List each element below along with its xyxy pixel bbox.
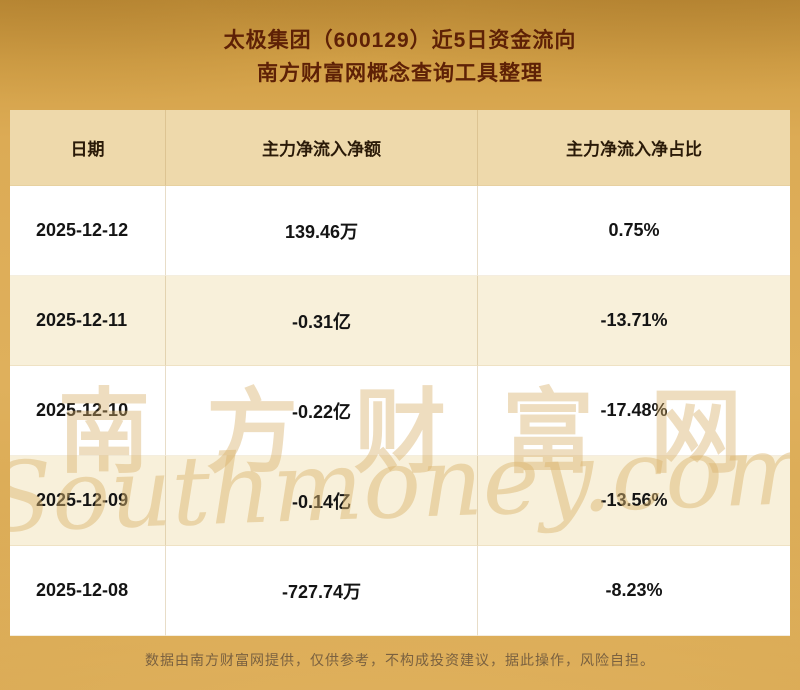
table-row: 2025-12-09 -0.14亿 -13.56%	[10, 456, 790, 546]
column-header-net-inflow: 主力净流入净额	[166, 110, 478, 186]
net-inflow-ratio-cell: 0.75%	[478, 186, 790, 276]
net-inflow-cell: -0.14亿	[166, 456, 478, 546]
net-inflow-cell: -0.31亿	[166, 276, 478, 366]
footer-disclaimer: 数据由南方财富网提供，仅供参考，不构成投资建议，据此操作，风险自担。	[145, 652, 655, 668]
net-inflow-ratio-cell: -17.48%	[478, 366, 790, 456]
date-cell: 2025-12-12	[10, 186, 166, 276]
net-inflow-cell: -0.22亿	[166, 366, 478, 456]
page-title: 太极集团（600129）近5日资金流向 南方财富网概念查询工具整理	[0, 0, 800, 90]
date-cell: 2025-12-10	[10, 366, 166, 456]
net-inflow-ratio-cell: -8.23%	[478, 546, 790, 636]
table-row: 2025-12-10 -0.22亿 -17.48%	[10, 366, 790, 456]
column-header-net-inflow-ratio: 主力净流入净占比	[478, 110, 790, 186]
date-cell: 2025-12-08	[10, 546, 166, 636]
net-inflow-cell: -727.74万	[166, 546, 478, 636]
date-cell: 2025-12-09	[10, 456, 166, 546]
table-row: 2025-12-12 139.46万 0.75%	[10, 186, 790, 276]
title-line-1: 太极集团（600129）近5日资金流向	[223, 29, 577, 52]
net-inflow-ratio-cell: -13.71%	[478, 276, 790, 366]
title-line-2: 南方财富网概念查询工具整理	[257, 62, 543, 85]
net-inflow-ratio-cell: -13.56%	[478, 456, 790, 546]
date-cell: 2025-12-11	[10, 276, 166, 366]
column-header-date: 日期	[10, 110, 166, 186]
table-row: 2025-12-11 -0.31亿 -13.71%	[10, 276, 790, 366]
fund-flow-table: 日期 主力净流入净额 主力净流入净占比 2025-12-12 139.46万 0…	[10, 110, 790, 636]
table-header-row: 日期 主力净流入净额 主力净流入净占比	[10, 110, 790, 186]
net-inflow-cell: 139.46万	[166, 186, 478, 276]
table-row: 2025-12-08 -727.74万 -8.23%	[10, 546, 790, 636]
